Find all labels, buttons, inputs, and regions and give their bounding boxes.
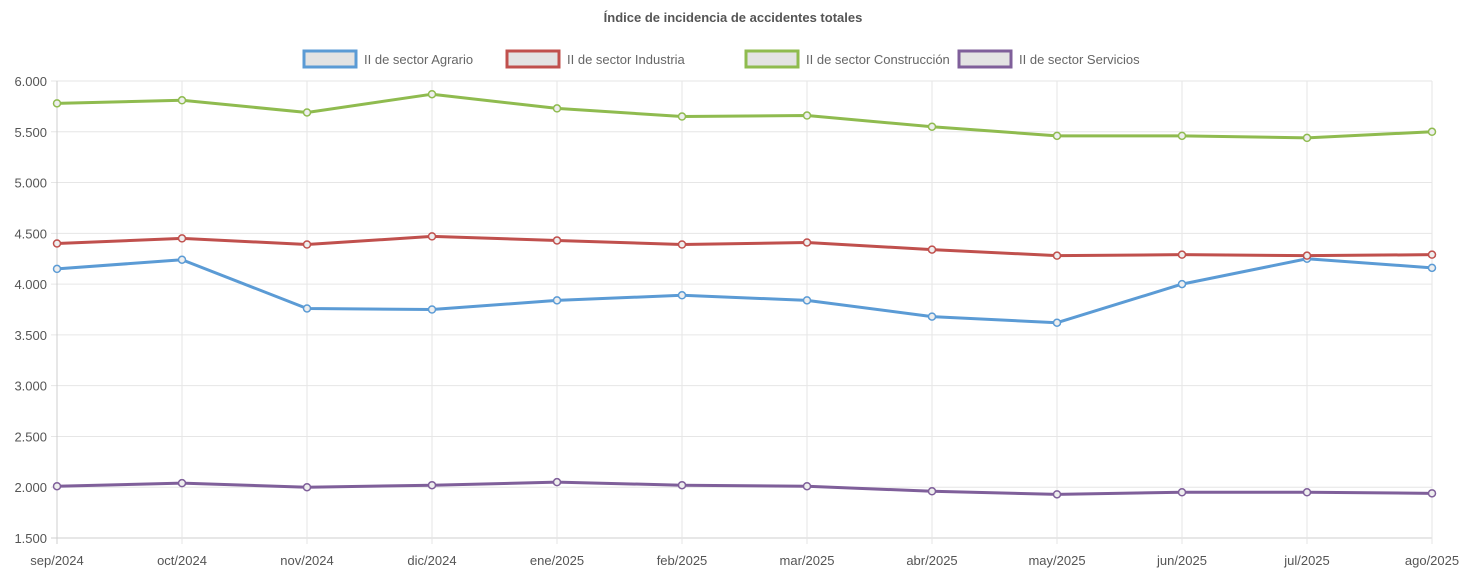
data-point[interactable] [1052, 318, 1062, 327]
y-tick-label: 6.000 [14, 74, 47, 89]
legend-item[interactable]: II de sector Construcción [744, 49, 950, 69]
x-tick-label: dic/2024 [407, 553, 456, 568]
axes: 1.500 2.000 2.500 3.000 3.500 4.000 4.500 5.000… [14, 74, 1459, 568]
data-point[interactable] [427, 480, 437, 490]
data-point[interactable] [1177, 279, 1187, 289]
data-point[interactable] [1427, 489, 1437, 498]
data-point[interactable] [1177, 488, 1187, 497]
x-tick-label: sep/2024 [30, 553, 84, 568]
y-tick-label: 5.000 [14, 176, 47, 191]
x-tick-label: abr/2025 [906, 553, 957, 568]
legend-item[interactable]: II de sector Servicios [957, 49, 1140, 69]
legend-item[interactable]: II de sector Industria [505, 49, 686, 69]
legend-swatch [744, 49, 800, 69]
data-point[interactable] [1052, 251, 1062, 260]
data-point[interactable] [177, 478, 187, 488]
chart-title: Índice de incidencia de accidentes total… [604, 10, 863, 25]
series-line [56, 480, 1433, 496]
legend-label: II de sector Industria [567, 52, 686, 67]
legend: II de sector Agrario II de sector Industr… [302, 49, 1140, 69]
data-point[interactable] [52, 264, 62, 274]
data-point[interactable] [927, 487, 937, 496]
data-point[interactable] [1427, 127, 1437, 137]
data-point[interactable] [677, 291, 687, 300]
y-tick-label: 5.500 [14, 125, 47, 140]
data-point[interactable] [802, 296, 812, 305]
legend-label: II de sector Servicios [1019, 52, 1140, 67]
data-point[interactable] [1427, 250, 1437, 259]
x-tick-label: ene/2025 [530, 553, 584, 568]
data-point[interactable] [677, 112, 687, 121]
data-point[interactable] [427, 89, 437, 99]
legend-swatch [957, 49, 1013, 69]
series-line [56, 92, 1433, 140]
data-point[interactable] [802, 481, 812, 491]
legend-item[interactable]: II de sector Agrario [302, 49, 473, 69]
series-line [56, 257, 1433, 325]
y-tick-label: 4.000 [14, 277, 47, 292]
y-tick-label: 2.000 [14, 480, 47, 495]
data-point[interactable] [177, 234, 187, 243]
y-tick-label: 4.500 [14, 226, 47, 241]
data-point[interactable] [427, 305, 437, 314]
data-point[interactable] [1177, 250, 1187, 259]
data-point[interactable] [802, 238, 812, 247]
x-tick-label: may/2025 [1028, 553, 1085, 568]
data-point[interactable] [177, 96, 187, 105]
data-point[interactable] [52, 481, 62, 491]
x-tick-label: nov/2024 [280, 553, 334, 568]
series-1 [52, 254, 1437, 327]
data-point[interactable] [1177, 131, 1187, 141]
data-point[interactable] [552, 477, 562, 487]
data-point[interactable] [927, 245, 937, 254]
legend-swatch [505, 49, 561, 69]
series-3 [52, 89, 1437, 143]
data-point[interactable] [52, 99, 62, 108]
data-point[interactable] [302, 108, 312, 117]
legend-label: II de sector Construcción [806, 52, 950, 67]
series-4 [52, 477, 1437, 499]
data-point[interactable] [1302, 133, 1312, 143]
y-tick-label: 3.500 [14, 328, 47, 343]
series-layer [52, 89, 1437, 499]
data-point[interactable] [302, 482, 312, 492]
x-tick-label: ago/2025 [1405, 553, 1459, 568]
data-point[interactable] [1302, 488, 1312, 497]
data-point[interactable] [427, 232, 437, 241]
legend-swatch [302, 49, 358, 69]
data-point[interactable] [552, 236, 562, 245]
x-tick-label: jul/2025 [1283, 553, 1330, 568]
legend-label: II de sector Agrario [364, 52, 473, 67]
series-2 [52, 232, 1437, 260]
series-line [56, 234, 1433, 258]
y-tick-label: 3.000 [14, 379, 47, 394]
x-tick-label: feb/2025 [657, 553, 708, 568]
data-point[interactable] [1302, 251, 1312, 260]
data-point[interactable] [1052, 131, 1062, 141]
data-point[interactable] [177, 255, 187, 264]
x-tick-label: jun/2025 [1156, 553, 1207, 568]
data-point[interactable] [1052, 490, 1062, 499]
data-point[interactable] [677, 240, 687, 249]
x-tick-label: oct/2024 [157, 553, 207, 568]
data-point[interactable] [52, 239, 62, 248]
data-point[interactable] [302, 304, 312, 313]
grid [51, 80, 1433, 544]
data-point[interactable] [927, 312, 937, 321]
data-point[interactable] [552, 104, 562, 113]
data-point[interactable] [927, 122, 937, 131]
x-tick-label: mar/2025 [780, 553, 835, 568]
y-tick-label: 2.500 [14, 429, 47, 444]
y-tick-label: 1.500 [14, 531, 47, 546]
data-point[interactable] [802, 111, 812, 120]
data-point[interactable] [1427, 263, 1437, 273]
data-point[interactable] [302, 240, 312, 249]
data-point[interactable] [677, 480, 687, 490]
data-point[interactable] [552, 296, 562, 305]
